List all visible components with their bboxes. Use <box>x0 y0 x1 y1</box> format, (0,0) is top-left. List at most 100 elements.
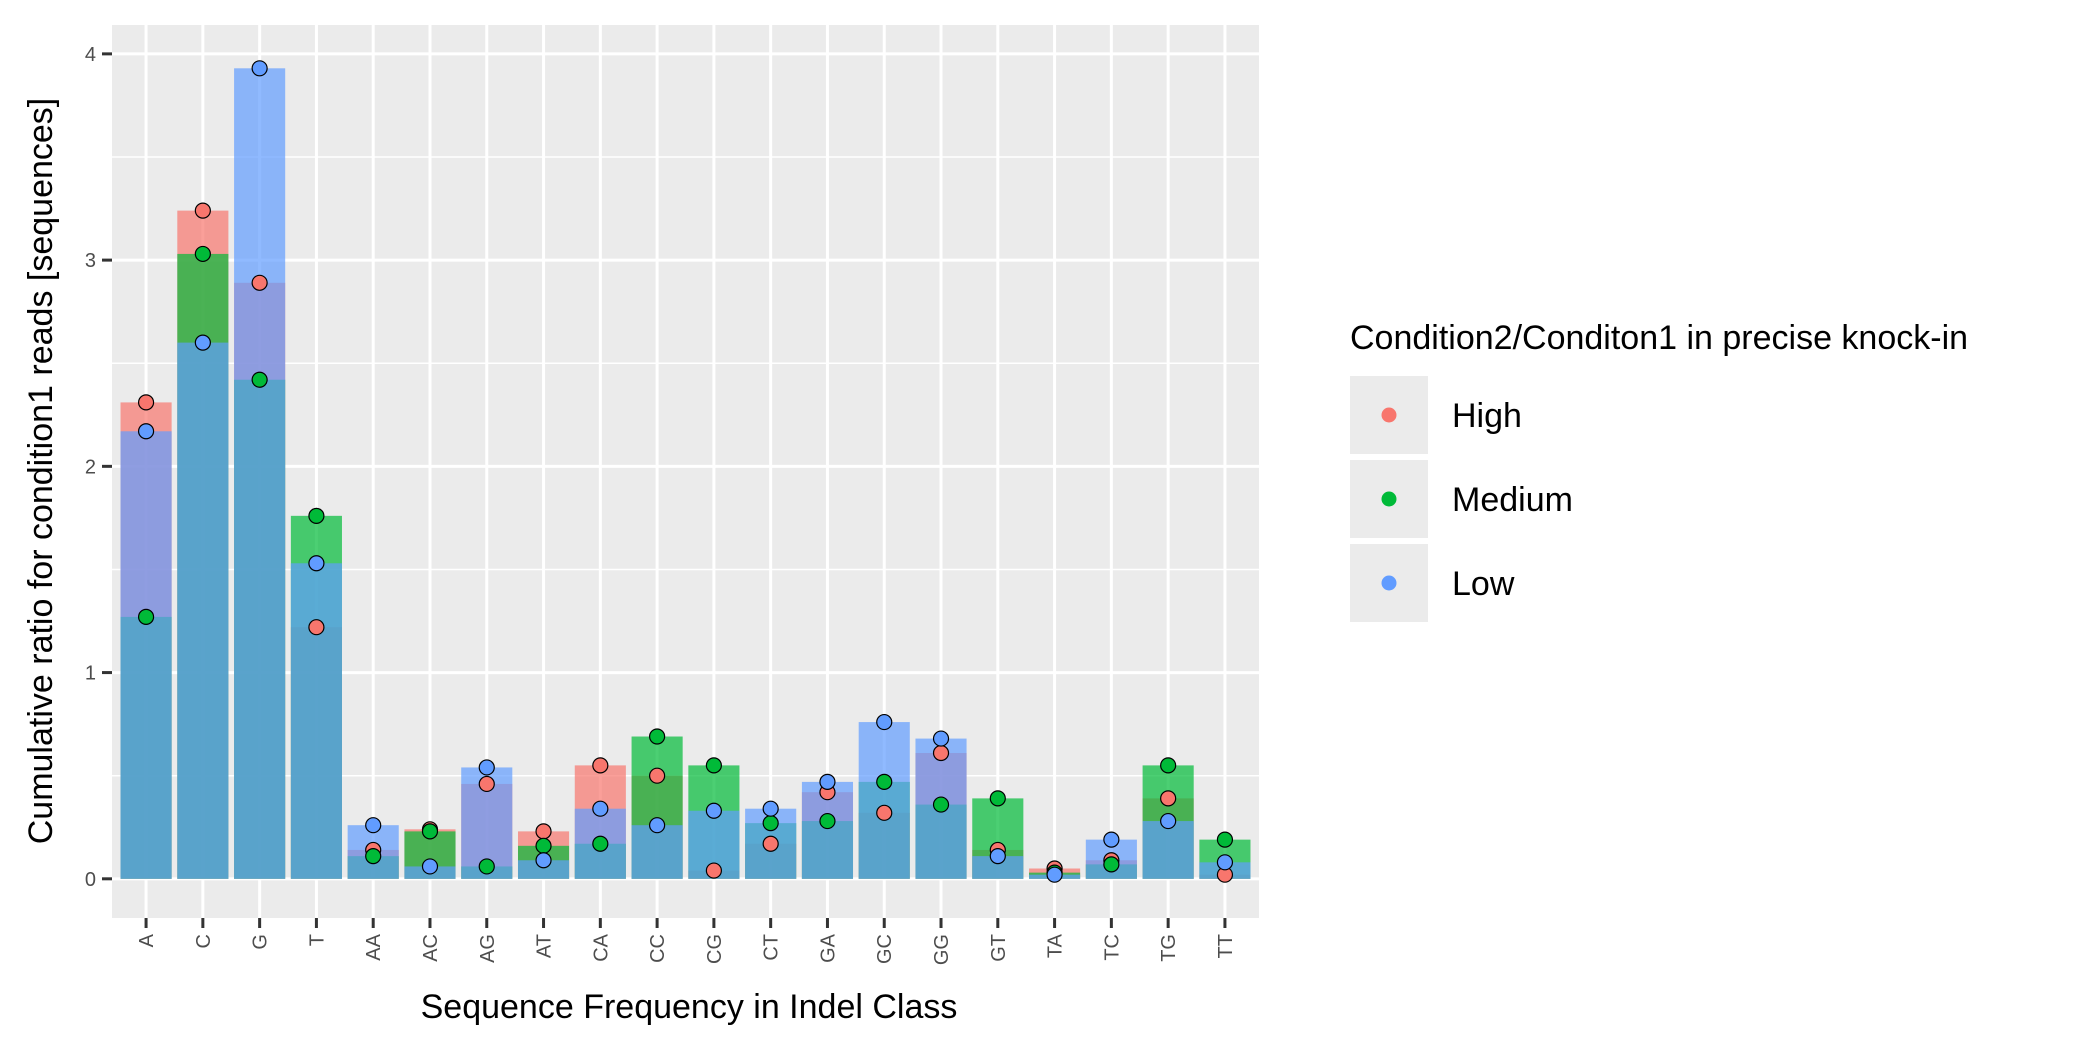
legend-label-high: High <box>1452 397 1522 435</box>
point-high-g <box>251 274 268 291</box>
x-tick-label-ac: AC <box>420 934 442 962</box>
y-tick-label: 4 <box>85 44 96 66</box>
point-medium-at <box>535 837 552 854</box>
legend-keys: High Medium Low <box>1350 376 1573 622</box>
x-tick-label-tt: TT <box>1215 934 1237 958</box>
point-low-ct <box>762 800 779 817</box>
point-medium-gc <box>876 773 893 790</box>
x-tick-label-gc: GC <box>874 934 896 964</box>
point-medium-cg <box>705 757 722 774</box>
point-low-t <box>308 555 325 572</box>
x-tick-label-t: T <box>306 934 328 946</box>
point-medium-tc <box>1103 856 1120 873</box>
point-low-aa <box>365 817 382 834</box>
point-medium-ct <box>762 815 779 832</box>
bar-low-a <box>120 431 172 879</box>
point-low-at <box>535 852 552 869</box>
point-medium-tg <box>1160 757 1177 774</box>
x-tick-label-tg: TG <box>1158 934 1180 962</box>
x-axis-title: Sequence Frequency in Indel Class <box>421 988 958 1026</box>
y-axis-title: Cumulative ratio for condition1 reads [s… <box>22 98 60 845</box>
point-low-cg <box>705 802 722 819</box>
point-high-ag <box>478 775 495 793</box>
point-low-tc <box>1103 831 1120 848</box>
point-medium-c <box>194 245 211 263</box>
point-low-cc <box>649 817 666 834</box>
point-low-gg <box>932 730 950 747</box>
x-axis: A C G T AA AC AG AT CA CC CG CT GA GC GG GT TA TC TG TT <box>136 918 1237 965</box>
bar-low-gc <box>858 722 910 879</box>
legend-label-medium: Medium <box>1452 481 1573 519</box>
points <box>137 60 1234 883</box>
bar-low-t <box>290 563 342 879</box>
point-medium-ac <box>421 823 439 840</box>
point-low-gc <box>876 713 893 731</box>
point-medium-gg <box>932 796 950 813</box>
point-high-ct <box>762 835 779 852</box>
x-tick-label-aa: AA <box>363 933 385 960</box>
point-medium-ga <box>819 812 836 830</box>
point-medium-cc <box>649 728 666 745</box>
x-tick-label-ca: CA <box>590 933 612 961</box>
legend-swatch-medium <box>1381 491 1397 507</box>
point-high-c <box>194 202 211 219</box>
x-tick-label-gt: GT <box>988 934 1010 962</box>
bar-low-cc <box>631 825 683 879</box>
x-tick-label-a: A <box>136 933 158 947</box>
bar-low-g <box>234 68 286 879</box>
point-high-cg <box>705 862 722 879</box>
bar-low-at <box>517 860 570 879</box>
x-tick-label-at: AT <box>534 934 556 958</box>
y-axis: 0 1 2 3 4 <box>85 44 112 891</box>
x-tick-label-gg: GG <box>931 934 953 965</box>
point-high-gc <box>876 804 893 821</box>
point-high-t <box>308 619 325 636</box>
bar-low-c <box>177 342 229 879</box>
point-low-ga <box>819 773 836 790</box>
point-high-gg <box>932 744 950 762</box>
point-medium-g <box>251 371 268 388</box>
point-low-gt <box>989 848 1006 865</box>
y-tick-label: 2 <box>85 456 96 478</box>
point-high-tg <box>1160 790 1177 807</box>
point-high-a <box>137 394 155 411</box>
x-tick-label-ct: CT <box>761 934 783 961</box>
point-medium-ag <box>478 858 495 875</box>
y-tick-label: 0 <box>85 869 96 891</box>
legend-title: Condition2/Conditon1 in precise knock-in <box>1350 319 1968 357</box>
point-medium-tt <box>1216 831 1234 848</box>
point-low-ta <box>1046 866 1063 883</box>
x-tick-label-cc: CC <box>647 934 669 963</box>
point-low-ag <box>478 759 495 776</box>
point-high-at <box>535 823 552 840</box>
point-medium-gt <box>989 790 1006 807</box>
point-low-ca <box>592 800 609 817</box>
point-low-tt <box>1216 854 1234 871</box>
legend: Condition2/Conditon1 in precise knock-in… <box>1350 319 1968 622</box>
point-medium-a <box>137 608 155 625</box>
point-low-c <box>194 334 211 351</box>
bar-low-gt <box>972 856 1024 879</box>
legend-swatch-low <box>1381 575 1397 591</box>
point-high-cc <box>649 767 666 784</box>
y-tick-label: 3 <box>85 250 96 272</box>
legend-label-low: Low <box>1452 565 1515 603</box>
x-tick-label-g: G <box>250 934 272 950</box>
point-high-ca <box>592 757 609 774</box>
point-low-ac <box>421 858 439 875</box>
point-medium-ca <box>592 835 609 852</box>
point-low-tg <box>1160 812 1177 830</box>
point-low-a <box>137 423 155 440</box>
x-tick-label-ag: AG <box>477 934 499 963</box>
legend-swatch-high <box>1381 407 1397 423</box>
x-tick-label-c: C <box>193 934 215 948</box>
bar-low-tg <box>1142 821 1194 879</box>
x-tick-label-ta: TA <box>1045 933 1067 958</box>
point-medium-t <box>308 507 325 524</box>
x-tick-label-cg: CG <box>704 934 726 964</box>
bars <box>120 68 1251 879</box>
y-tick-label: 1 <box>85 663 96 685</box>
x-tick-label-tc: TC <box>1101 934 1123 961</box>
point-medium-aa <box>365 848 382 865</box>
